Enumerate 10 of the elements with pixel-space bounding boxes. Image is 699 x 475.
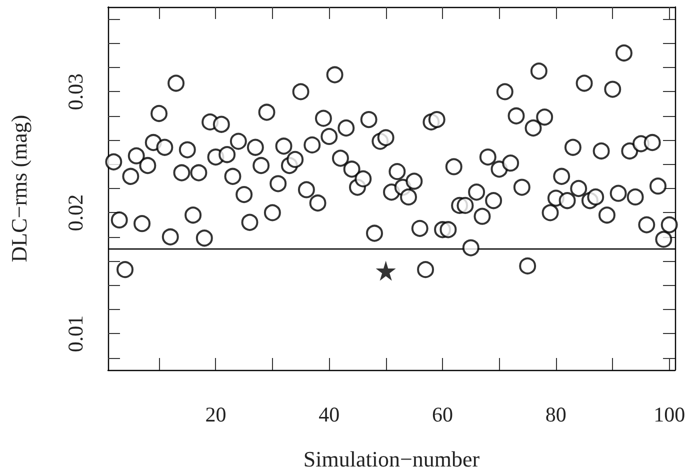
x-tick-label: 80 (545, 402, 566, 426)
x-tick-label: 20 (205, 402, 226, 426)
y-tick-label: 0.02 (64, 194, 88, 232)
x-axis-title: Simulation−number (303, 446, 480, 472)
x-tick-label: 40 (318, 402, 340, 426)
x-tick-label: 60 (432, 402, 454, 426)
y-axis-title: DLC−rms (mag) (6, 114, 32, 262)
y-tick-label: 0.03 (64, 73, 88, 110)
y-tick-label: 0.01 (64, 315, 88, 352)
x-tick-label: 100 (654, 402, 686, 426)
